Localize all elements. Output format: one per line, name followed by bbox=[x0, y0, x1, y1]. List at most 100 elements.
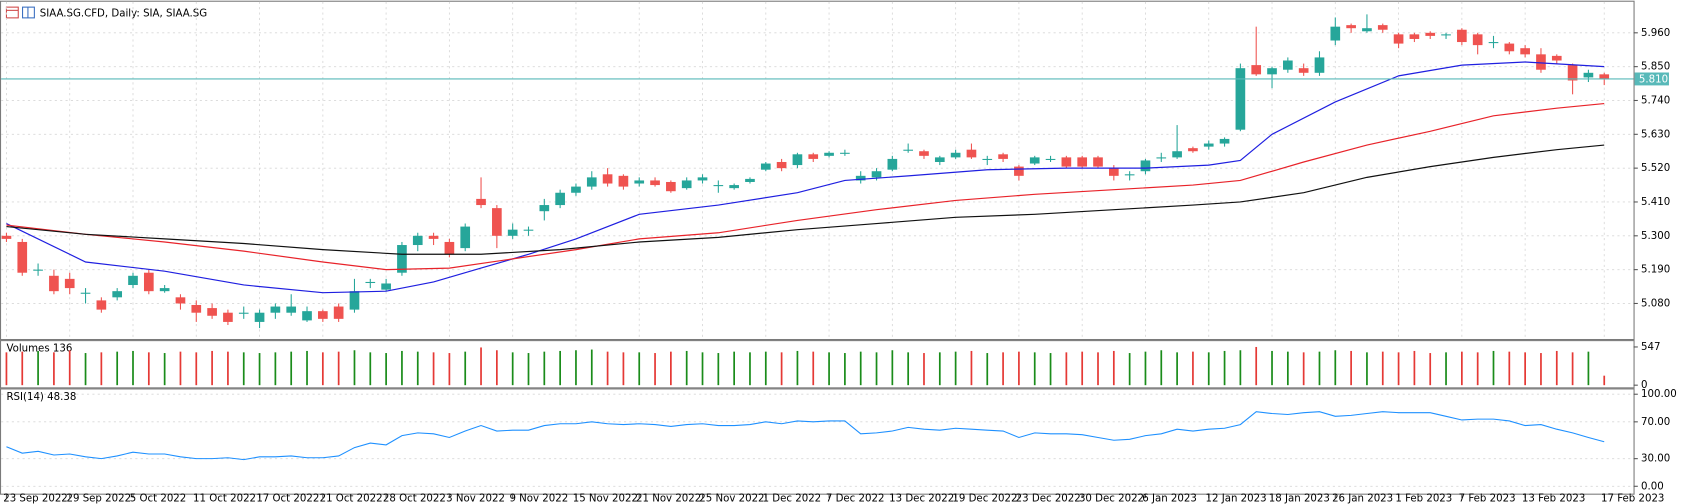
candle-body bbox=[128, 275, 138, 286]
candle-body bbox=[602, 174, 613, 184]
candle-body bbox=[840, 152, 850, 154]
y-tick-label: 5.520 bbox=[1641, 163, 1670, 174]
candle-body bbox=[760, 163, 771, 170]
candle-body bbox=[1567, 65, 1578, 81]
candle-body bbox=[428, 235, 439, 239]
x-tick-label: 28 Oct 2022 bbox=[383, 493, 446, 504]
x-tick-label: 7 Dec 2022 bbox=[826, 493, 885, 504]
window-icons bbox=[5, 6, 35, 19]
x-tick-label: 9 Nov 2022 bbox=[509, 493, 568, 504]
y-tick-label: 547 bbox=[1641, 342, 1660, 353]
x-tick-label: 12 Jan 2023 bbox=[1206, 493, 1267, 504]
candle-body bbox=[223, 312, 233, 322]
candle-body bbox=[1441, 34, 1451, 36]
candle-body bbox=[1267, 68, 1277, 75]
candle-body bbox=[207, 308, 217, 316]
candle-body bbox=[745, 178, 755, 182]
x-tick-label: 7 Feb 2023 bbox=[1459, 493, 1516, 504]
candle-body bbox=[318, 311, 328, 319]
candle-body bbox=[1093, 157, 1103, 167]
candle-body bbox=[1346, 25, 1356, 29]
candle-body bbox=[808, 154, 819, 159]
candle-body bbox=[1330, 26, 1341, 41]
candle-body bbox=[776, 161, 787, 169]
moving-average bbox=[6, 102, 1605, 271]
x-tick-label: 23 Sep 2022 bbox=[3, 493, 68, 504]
candle-body bbox=[64, 278, 75, 289]
candle-body bbox=[871, 171, 882, 178]
candle-body bbox=[1124, 174, 1135, 176]
candle-body bbox=[618, 175, 629, 187]
candle-body bbox=[1219, 138, 1230, 144]
candle-body bbox=[476, 198, 486, 206]
candle-body bbox=[1077, 157, 1088, 167]
y-tick-label: 70.00 bbox=[1641, 417, 1670, 428]
candle-body bbox=[1314, 57, 1325, 73]
candle-body bbox=[792, 154, 803, 166]
candle-body bbox=[903, 149, 914, 151]
candle-body bbox=[934, 157, 945, 162]
moving-average bbox=[6, 144, 1605, 255]
candle-body bbox=[1425, 32, 1436, 36]
candle-body bbox=[1599, 74, 1610, 79]
x-tick-label: 17 Oct 2022 bbox=[256, 493, 319, 504]
candle-body bbox=[1108, 168, 1119, 176]
candle-body bbox=[381, 283, 391, 290]
candle-body bbox=[586, 177, 597, 187]
candle-body bbox=[1536, 54, 1546, 70]
x-tick-label: 25 Nov 2022 bbox=[699, 493, 764, 504]
x-tick-label: 21 Oct 2022 bbox=[320, 493, 383, 504]
y-tick-label: 5.300 bbox=[1641, 231, 1670, 242]
y-tick-label: 5.410 bbox=[1641, 197, 1670, 208]
candle-body bbox=[1203, 143, 1214, 147]
last-price-label: 5.810 bbox=[1639, 74, 1668, 85]
candle-body bbox=[444, 241, 455, 255]
candle-body bbox=[254, 312, 265, 322]
moving-average bbox=[6, 61, 1605, 294]
candle-body bbox=[1488, 42, 1499, 44]
candle-body bbox=[349, 291, 360, 310]
x-tick-label: 17 Feb 2023 bbox=[1601, 493, 1664, 504]
candle-body bbox=[950, 152, 961, 158]
candle-body bbox=[112, 291, 123, 298]
candle-body bbox=[1362, 28, 1372, 32]
y-tick-label: 30.00 bbox=[1641, 454, 1670, 465]
candle-body bbox=[887, 158, 898, 170]
candle-body bbox=[1377, 25, 1388, 30]
x-tick-label: 1 Dec 2022 bbox=[763, 493, 822, 504]
candle-body bbox=[1409, 34, 1420, 39]
y-tick-label: 100.00 bbox=[1641, 389, 1677, 400]
x-tick-label: 15 Nov 2022 bbox=[573, 493, 638, 504]
candle-body bbox=[175, 297, 186, 304]
candle-body bbox=[412, 235, 423, 246]
y-tick-label: 5.960 bbox=[1641, 28, 1670, 39]
x-tick-label: 13 Feb 2023 bbox=[1522, 493, 1585, 504]
x-tick-label: 19 Dec 2022 bbox=[952, 493, 1017, 504]
candle-body bbox=[1283, 60, 1293, 70]
candle-body bbox=[96, 300, 107, 310]
x-tick-label: 6 Jan 2023 bbox=[1142, 493, 1197, 504]
candle-body bbox=[681, 180, 692, 189]
candle-body bbox=[1393, 34, 1404, 44]
y-tick-label: 5.190 bbox=[1641, 265, 1670, 276]
candle-body bbox=[1014, 166, 1024, 176]
candle-body bbox=[1457, 29, 1467, 43]
y-tick-label: 5.740 bbox=[1641, 95, 1670, 106]
candle-body bbox=[1140, 160, 1151, 172]
candle-body bbox=[1156, 157, 1167, 159]
candle-body bbox=[1551, 55, 1562, 61]
y-tick-label: 0 bbox=[1641, 380, 1647, 391]
panel-title: Volumes 136 bbox=[6, 344, 72, 355]
x-tick-label: 3 Nov 2022 bbox=[446, 493, 505, 504]
candle-body bbox=[1251, 65, 1262, 75]
candle-body bbox=[1172, 151, 1182, 158]
candle-body bbox=[333, 306, 344, 319]
candle-body bbox=[697, 177, 708, 181]
x-tick-label: 18 Jan 2023 bbox=[1269, 493, 1330, 504]
y-tick-label: 5.630 bbox=[1641, 129, 1670, 140]
candle-body bbox=[998, 154, 1008, 159]
candle-body bbox=[571, 186, 581, 193]
last-price-box bbox=[1634, 72, 1669, 86]
